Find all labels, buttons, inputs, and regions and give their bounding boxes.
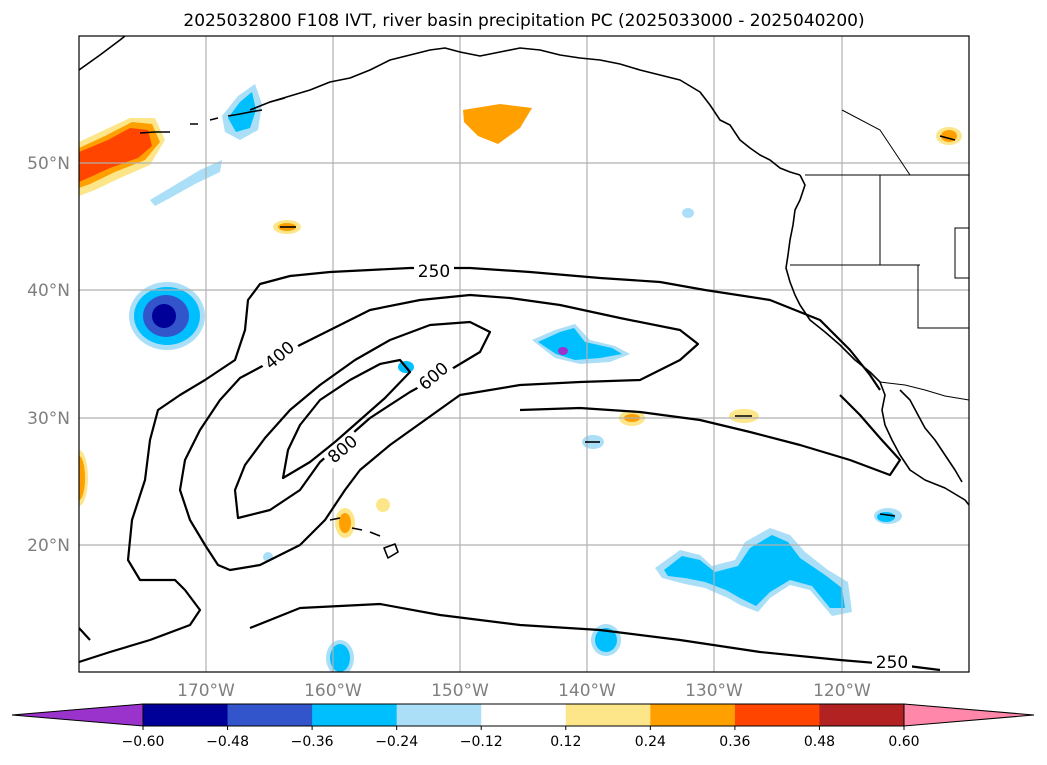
precip-spot-positive-7 <box>376 498 390 512</box>
alaska-peninsula <box>249 97 286 111</box>
ivt-contour-250-east <box>519 394 902 477</box>
lon-label: 150°W <box>431 681 489 701</box>
us-mexico-border <box>879 381 969 401</box>
colorbar-bin <box>565 704 651 726</box>
coastlines <box>79 36 969 559</box>
political-boundaries <box>790 109 969 401</box>
ivt-contour-600 <box>233 320 492 520</box>
na-west-coast <box>785 174 969 506</box>
colorbar-bin <box>143 704 229 726</box>
contour-label-250-north: 250 <box>418 262 450 282</box>
colorbar-bin <box>650 704 736 726</box>
precip-patch-negative-aleutian-2 <box>150 160 222 206</box>
map-border <box>78 35 970 673</box>
precip-patch-negative-west-4 <box>152 304 176 328</box>
colorbar-bin <box>481 704 567 726</box>
alaska-coast <box>79 36 801 176</box>
colorbar-tick-label: 0.48 <box>804 734 835 750</box>
precip-patch-positive-gulf <box>463 104 532 144</box>
colorbar-bin <box>396 704 482 726</box>
gridlines <box>79 36 969 672</box>
precip-patch-negative-central-min <box>558 347 568 355</box>
lon-label: 120°W <box>813 681 871 701</box>
colorbar-tick-label: −0.48 <box>206 734 249 750</box>
colorbar-tick-label: 0.12 <box>550 734 581 750</box>
colorbar-tick-label: −0.12 <box>460 734 503 750</box>
precip-spot-positive-5-core <box>79 456 85 500</box>
precip-spot-negative-5-core <box>877 512 895 522</box>
colorbar-tick-label: 0.24 <box>635 734 666 750</box>
precip-patch-positive-aleutian-max <box>79 128 152 182</box>
aleutians <box>139 109 263 134</box>
small-island-4 <box>939 135 956 141</box>
lon-label: 140°W <box>558 681 616 701</box>
lat-label: 30°N <box>27 409 70 429</box>
us-states <box>790 109 969 329</box>
colorbar-extend-max <box>903 703 1035 727</box>
colorbar-bin <box>227 704 313 726</box>
colorbar-tick-label: 0.36 <box>719 734 750 750</box>
lon-label: 130°W <box>685 681 743 701</box>
precip-spot-negative-6-core <box>595 628 617 652</box>
precip-patch-negative-south-core <box>664 535 845 608</box>
ivt-contour-800 <box>281 358 412 480</box>
lon-label: 160°W <box>304 681 362 701</box>
colorbar: −0.60 −0.48 −0.36 −0.24 −0.12 0.12 0.24 0.36 0.4… <box>11 703 1035 750</box>
ivt-contour-400 <box>178 293 700 572</box>
colorbar-border <box>142 703 905 727</box>
colorbar-bin <box>819 704 905 726</box>
colorbar-tick-label: −0.24 <box>375 734 418 750</box>
hawaii-islands <box>329 517 399 559</box>
colorbar-bin <box>312 704 398 726</box>
baja-coast <box>899 389 963 483</box>
precip-patch-negative-aleutian-1-core <box>228 92 256 132</box>
contour-label-250-south: 250 <box>876 653 908 673</box>
longitude-labels: 170°W 160°W 150°W 140°W 130°W 120°W <box>177 681 871 701</box>
map-panel: 250 400 600 800 250 <box>78 35 970 673</box>
colorbar-extend-min <box>11 703 144 727</box>
figure-title: 2025032800 F108 IVT, river basin precipi… <box>183 11 864 31</box>
latitude-labels: 50°N 40°N 30°N 20°N <box>27 154 70 556</box>
ivt-contour-250 <box>79 266 881 664</box>
precip-spot-positive-6-core <box>339 513 351 533</box>
colorbar-tick-label: −0.60 <box>122 734 165 750</box>
ivt-contour-250-south <box>79 602 941 672</box>
ivt-contours <box>79 266 941 672</box>
lat-label: 20°N <box>27 536 70 556</box>
precip-spot-negative-7-core <box>330 644 350 672</box>
precip-spot-negative-1 <box>682 208 694 218</box>
precip-pc-shading <box>79 84 962 672</box>
colorbar-tick-label: −0.36 <box>291 734 334 750</box>
lat-label: 40°N <box>27 281 70 301</box>
lon-label: 170°W <box>177 681 235 701</box>
colorbar-bin <box>734 704 820 726</box>
small-island-3 <box>879 513 896 517</box>
colorbar-tick-label: 0.60 <box>888 734 919 750</box>
lat-label: 50°N <box>27 154 70 174</box>
